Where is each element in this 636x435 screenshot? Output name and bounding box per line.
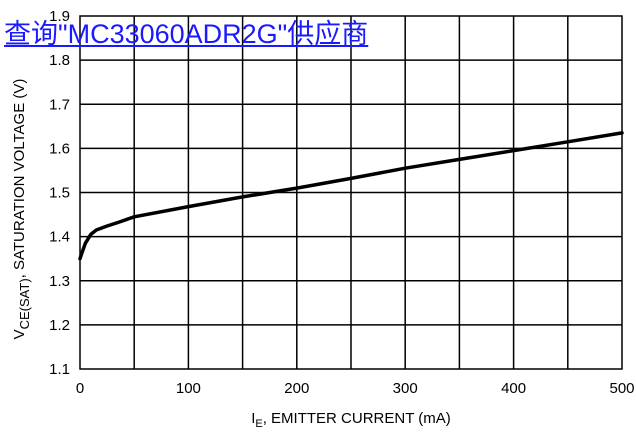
y-tick-label: 1.2 (49, 317, 70, 334)
y-axis-label-main: V (11, 329, 28, 339)
x-axis-label: IE, EMITTER CURRENT (mA) (251, 410, 451, 430)
plot-frame (79, 15, 623, 370)
y-tick-label: 1.6 (49, 140, 70, 157)
x-tick-label: 200 (284, 380, 309, 397)
x-tick-label: 500 (609, 380, 634, 397)
grid (80, 16, 622, 369)
x-tick-labels: 0 100 200 300 400 500 (76, 380, 635, 397)
y-axis-label-sub: CE(SAT) (17, 278, 32, 329)
y-tick-label: 1.4 (49, 229, 70, 246)
y-tick-label: 1.5 (49, 185, 70, 202)
y-axis-label-rest: , SATURATION VOLTAGE (V) (11, 79, 28, 279)
x-axis-label-sub: E (255, 418, 262, 430)
x-tick-label: 0 (76, 380, 84, 397)
y-tick-label: 1.3 (49, 273, 70, 290)
series-group (78, 131, 624, 261)
y-tick-label: 1.8 (49, 52, 70, 69)
y-tick-label: 1.7 (49, 96, 70, 113)
y-tick-labels: 1.1 1.2 1.3 1.4 1.5 1.6 1.7 1.8 1.9 (49, 8, 70, 378)
series-line (78, 131, 624, 261)
x-axis-label-rest: , EMITTER CURRENT (mA) (263, 410, 451, 427)
y-tick-label: 1.1 (49, 361, 70, 378)
x-tick-label: 100 (176, 380, 201, 397)
y-tick-label: 1.9 (49, 8, 70, 25)
y-axis-label: VCE(SAT), SATURATION VOLTAGE (V) (11, 79, 32, 340)
x-tick-label: 400 (501, 380, 526, 397)
supplier-search-link[interactable]: 查询"MC33060ADR2G"供应商 (4, 19, 369, 49)
x-axis-label-main: I (251, 410, 255, 427)
x-tick-label: 300 (393, 380, 418, 397)
